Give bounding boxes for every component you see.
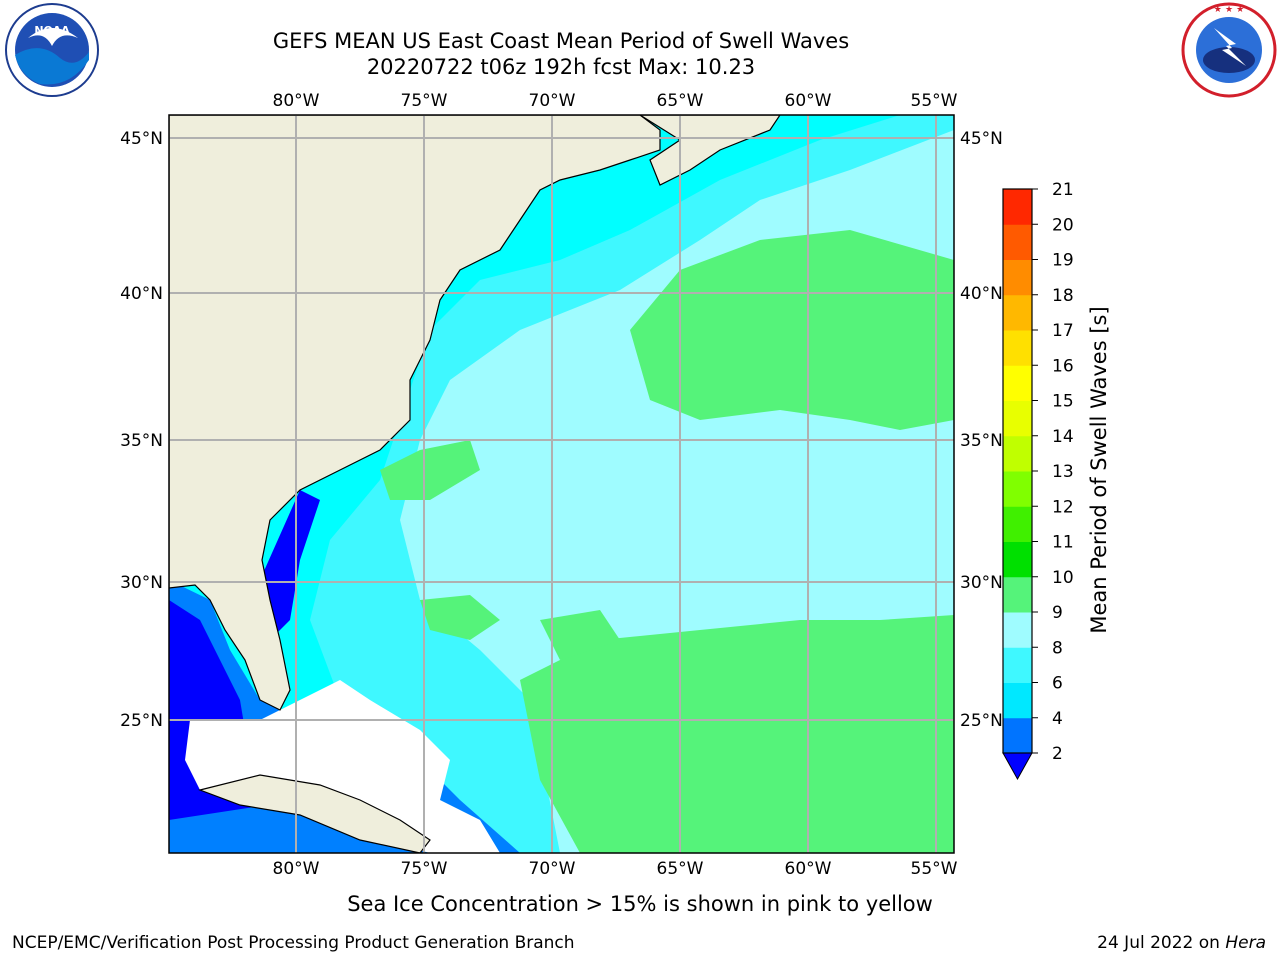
lon-tick: 60°W (785, 91, 832, 111)
lon-tick: 60°W (785, 859, 832, 879)
colorbar: 2 4 6 8 9 10 11 12 13 14 15 16 17 18 19 20 21 (1002, 180, 1074, 781)
lon-tick: 75°W (401, 91, 448, 111)
colorbar-tick-label: 17 (1052, 321, 1074, 341)
colorbar-tick-label: 10 (1052, 568, 1074, 588)
lon-tick: 80°W (273, 91, 320, 111)
lon-tick: 80°W (273, 859, 320, 879)
chart-subtitle: 20220722 t06z 192h fcst Max: 10.23 (366, 55, 756, 79)
colorbar-tick-label: 15 (1052, 392, 1074, 412)
lon-tick: 70°W (529, 859, 576, 879)
colorbar-segment (1003, 612, 1032, 648)
lon-ticks-bottom: 80°W 75°W 70°W 65°W 60°W 55°W (273, 859, 958, 879)
lat-tick: 35°N (120, 431, 163, 451)
colorbar-segment (1003, 365, 1032, 401)
lon-ticks-top: 80°W 75°W 70°W 65°W 60°W 55°W (273, 91, 958, 111)
lat-tick: 30°N (120, 573, 163, 593)
colorbar-tick-label: 9 (1052, 603, 1063, 623)
colorbar-tick-label: 14 (1052, 427, 1074, 447)
colorbar-segment (1003, 717, 1032, 754)
colorbar-tick-label: 13 (1052, 462, 1074, 482)
masked-area (185, 680, 500, 853)
colorbar-segment (1003, 682, 1032, 719)
map-panel (169, 115, 954, 853)
lon-tick: 75°W (401, 859, 448, 879)
lat-tick: 45°N (960, 129, 1003, 149)
sea-ice-note: Sea Ice Concentration > 15% is shown in … (347, 892, 933, 916)
colorbar-tick-label: 18 (1052, 286, 1074, 306)
nws-logo: ★ ★ ★ (1181, 2, 1277, 98)
colorbar-tick-label: 21 (1052, 180, 1074, 200)
map-frame (168, 114, 955, 854)
map-grid (169, 115, 954, 853)
colorbar-tick-label: 2 (1052, 744, 1063, 764)
noaa-logo-text: NOAA (34, 24, 70, 37)
colorbar-tick-label: 19 (1052, 251, 1074, 271)
colorbar-tick-label: 4 (1052, 709, 1063, 729)
land-us (169, 115, 661, 711)
lat-tick: 25°N (120, 711, 163, 731)
colorbar-segment (1003, 259, 1032, 296)
colorbar-segment (1003, 294, 1032, 331)
lat-tick: 30°N (960, 573, 1003, 593)
colorbar-segment (1003, 647, 1032, 683)
colorbar-segment (1003, 189, 1032, 225)
colorbar-tick-label: 16 (1052, 356, 1074, 376)
lon-tick: 65°W (657, 91, 704, 111)
colorbar-tick-label: 11 (1052, 533, 1074, 553)
colorbar-segment (1003, 330, 1032, 366)
lon-tick: 65°W (657, 859, 704, 879)
lat-ticks-left: 45°N 40°N 35°N 30°N 25°N (120, 129, 163, 731)
credit-right: 24 Jul 2022 on Hera (1097, 933, 1266, 953)
noaa-logo: NOAA (5, 3, 99, 97)
lat-tick: 45°N (120, 129, 163, 149)
colorbar-segment (1003, 471, 1032, 507)
lon-tick: 55°W (911, 859, 958, 879)
ocean-9-10s (630, 230, 954, 430)
colorbar-segment (1003, 541, 1032, 578)
colorbar-segment (1003, 224, 1032, 260)
lat-tick: 40°N (960, 284, 1003, 304)
lat-tick: 35°N (960, 431, 1003, 451)
colorbar-segment (1003, 506, 1032, 542)
land-cuba (197, 774, 431, 853)
colorbar-segment (1003, 435, 1032, 472)
lat-tick: 40°N (120, 284, 163, 304)
land-canada (638, 115, 781, 186)
colorbar-tick-label: 8 (1052, 638, 1063, 658)
colorbar-segment (1003, 576, 1032, 613)
credit-host: Hera (1225, 933, 1266, 953)
svg-text:★ ★ ★: ★ ★ ★ (1214, 5, 1244, 15)
colorbar-under-arrow (1002, 752, 1033, 781)
colorbar-tick-label: 12 (1052, 497, 1074, 517)
lon-tick: 55°W (911, 91, 958, 111)
colorbar-tick-label: 20 (1052, 215, 1074, 235)
lat-tick: 25°N (960, 711, 1003, 731)
credit-left: NCEP/EMC/Verification Post Processing Pr… (12, 933, 575, 953)
lon-tick: 70°W (529, 91, 576, 111)
colorbar-segment (1003, 400, 1032, 437)
colorbar-label: Mean Period of Swell Waves [s] (1087, 306, 1111, 633)
chart-title: GEFS MEAN US East Coast Mean Period of S… (272, 29, 850, 53)
credit-date: 24 Jul 2022 on (1097, 933, 1226, 953)
lat-ticks-right: 45°N 40°N 35°N 30°N 25°N (960, 129, 1003, 731)
colorbar-tick-label: 6 (1052, 674, 1063, 694)
